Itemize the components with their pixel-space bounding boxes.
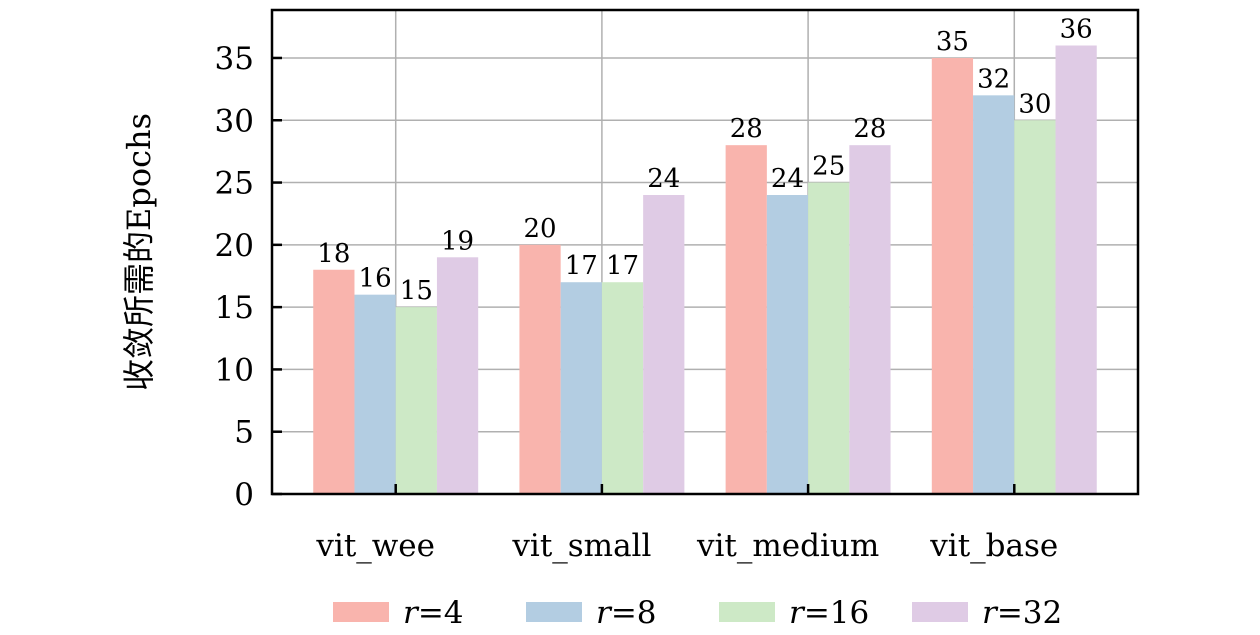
- legend-value: =4: [418, 595, 464, 631]
- bar-r8-vit_base: [973, 95, 1015, 495]
- bar-r4-vit_small: [519, 244, 561, 494]
- legend-swatch: [526, 602, 582, 622]
- data-label: 17: [606, 251, 639, 281]
- bar-r16-vit_medium: [808, 182, 850, 494]
- legend-swatch: [912, 602, 968, 622]
- legend-var: r: [789, 595, 806, 631]
- y-tick-label: 35: [215, 41, 254, 77]
- x-tick-label: vit_small: [511, 528, 651, 564]
- bar-r16-vit_small: [601, 282, 644, 494]
- legend-swatch: [719, 602, 775, 622]
- data-label: 25: [812, 152, 845, 182]
- legend-swatch: [333, 602, 389, 622]
- legend-value: =16: [804, 595, 869, 631]
- y-tick-label: 25: [215, 166, 254, 202]
- bar-r8-vit_small: [560, 282, 602, 494]
- bar-r32-vit_base: [1055, 45, 1097, 494]
- legend-var: r: [596, 595, 613, 631]
- y-tick-label: 15: [215, 290, 254, 326]
- legend-var: r: [403, 595, 420, 631]
- data-label: 17: [565, 251, 598, 281]
- x-tick-label: vit_base: [929, 528, 1058, 564]
- data-label: 19: [441, 226, 474, 256]
- y-tick-label: 0: [234, 477, 254, 513]
- bar-r8-vit_wee: [354, 294, 396, 494]
- plot-frame: [270, 8, 1140, 496]
- data-label: 36: [1060, 15, 1093, 45]
- bars: [313, 45, 1097, 495]
- data-label: 35: [936, 27, 969, 57]
- data-label: 15: [400, 276, 433, 306]
- y-tick-label: 5: [234, 415, 254, 451]
- data-labels: 18 20 28 35 16 17 24 32 15 17 25 30 19 24 28 36: [317, 15, 1092, 307]
- x-tick-label: vit_wee: [315, 528, 435, 564]
- bar-r16-vit_base: [1014, 120, 1056, 495]
- legend-var: r: [982, 595, 999, 631]
- legend-label: r=4: [403, 595, 464, 631]
- data-label: 24: [771, 164, 804, 194]
- data-label: 28: [853, 114, 886, 144]
- legend: r=4 r=8 r=16 r=32: [333, 595, 1062, 631]
- bar-r4-vit_wee: [313, 269, 355, 494]
- y-axis-label: 收敛所需的Epochs: [120, 113, 158, 391]
- bar-r4-vit_base: [931, 57, 974, 495]
- data-label: 32: [977, 64, 1010, 94]
- y-tick-label: 10: [215, 352, 254, 388]
- legend-value: =32: [997, 595, 1062, 631]
- legend-label: r=8: [596, 595, 657, 631]
- data-label: 30: [1018, 89, 1051, 119]
- x-axis-ticks: vit_wee vit_small vit_medium vit_base: [315, 484, 1058, 564]
- bar-r16-vit_wee: [395, 307, 437, 494]
- bar-r32-vit_small: [643, 195, 685, 495]
- data-label: 20: [524, 214, 557, 244]
- data-label: 28: [730, 114, 763, 144]
- y-tick-label: 30: [215, 103, 254, 139]
- data-label: 18: [317, 239, 350, 269]
- bar-r32-vit_wee: [436, 257, 479, 494]
- y-axis-ticks: 0 5 10 15 20 25 30 35: [215, 41, 282, 513]
- bar-r4-vit_medium: [725, 145, 767, 494]
- y-tick-label: 20: [215, 228, 254, 264]
- bar-r32-vit_medium: [849, 145, 891, 494]
- x-tick-label: vit_medium: [696, 528, 879, 564]
- legend-value: =8: [611, 595, 657, 631]
- data-label: 16: [359, 264, 392, 294]
- legend-label: r=32: [982, 595, 1062, 631]
- legend-label: r=16: [789, 595, 869, 631]
- bar-r8-vit_medium: [766, 195, 809, 495]
- data-label: 24: [647, 164, 680, 194]
